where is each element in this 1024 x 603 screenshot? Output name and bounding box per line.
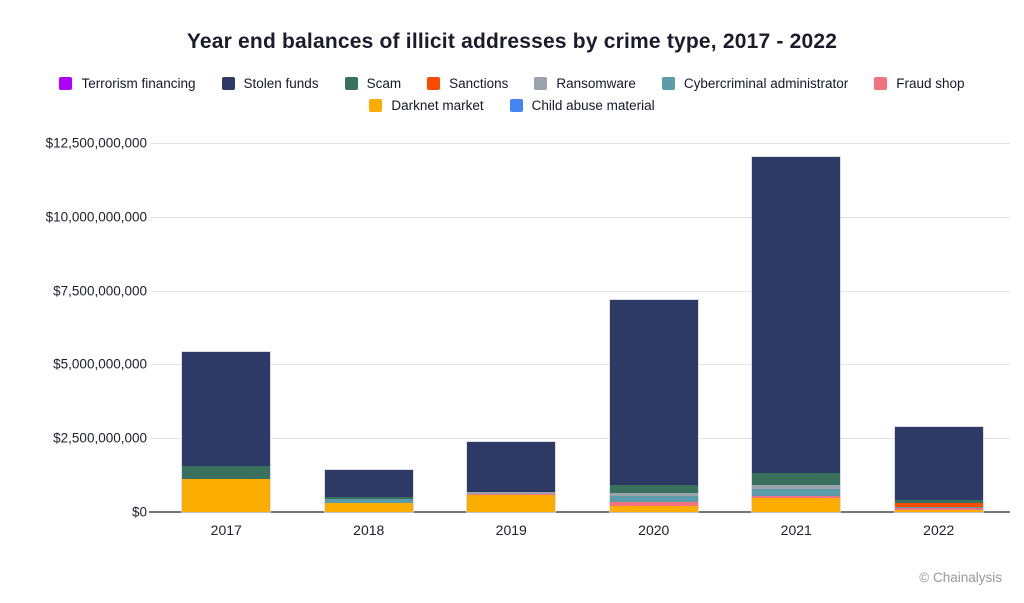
legend-swatch-icon [221, 77, 235, 90]
bar-segment [182, 352, 271, 466]
attribution-text: © Chainalysis [919, 570, 1002, 585]
bar-segment [324, 470, 413, 497]
bar-segment [894, 509, 983, 512]
bar-2017 [181, 351, 272, 513]
gridline [151, 290, 1010, 292]
bar-2019 [466, 441, 557, 513]
legend-label: Ransomware [556, 76, 636, 91]
legend-row: Darknet market Child abuse material [369, 98, 655, 113]
x-tick-label: 2022 [923, 522, 955, 538]
legend-item: Scam [344, 76, 402, 91]
bar-segment [467, 442, 556, 492]
chart-title: Year end balances of illicit addresses b… [186, 30, 838, 53]
y-tick-label: $7,500,000,000 [53, 283, 147, 299]
x-tick-label: 2019 [495, 522, 527, 538]
bar-segment [894, 507, 983, 509]
legend-swatch-icon [661, 77, 675, 90]
bar-segment [609, 505, 698, 512]
y-tick-label: $2,500,000,000 [53, 430, 147, 446]
bar-segment [752, 156, 841, 474]
legend-swatch-icon [369, 99, 383, 112]
gridline [151, 143, 1010, 144]
bar-segment [609, 485, 698, 494]
y-tick-label: $0 [131, 504, 147, 520]
legend-swatch-icon [874, 77, 888, 90]
legend-item: Stolen funds [221, 76, 319, 91]
legend-swatch-icon [427, 77, 441, 90]
y-axis: $0 $2,500,000,000 $5,000,000,000 $7,500,000… [0, 136, 147, 520]
legend: Terrorism financing Stolen funds Scam Sanct… [0, 76, 1024, 113]
bar-segment [609, 496, 698, 503]
y-tick-label: $5,000,000,000 [53, 356, 147, 372]
legend-item: Sanctions [427, 76, 508, 91]
bar-segment [182, 465, 271, 479]
legend-label: Stolen funds [243, 76, 319, 91]
bar-segment [752, 485, 841, 489]
legend-item: Fraud shop [874, 76, 965, 91]
bar-segment [752, 473, 841, 486]
bar-segment [467, 495, 556, 512]
legend-label: Terrorism financing [81, 76, 196, 91]
legend-label: Cybercriminal administrator [683, 76, 849, 91]
bar-2018 [323, 469, 414, 513]
bar-segment [182, 478, 271, 512]
bar-segment [752, 496, 841, 498]
legend-item: Cybercriminal administrator [661, 76, 849, 91]
x-tick-label: 2018 [353, 522, 385, 538]
bar-segment [324, 496, 413, 500]
bar-segment [324, 499, 413, 503]
legend-row: Terrorism financing Stolen funds Scam Sanct… [59, 76, 965, 91]
bar-segment [752, 488, 841, 497]
bar-segment [467, 491, 556, 495]
plot-area [149, 143, 1010, 514]
legend-item: Terrorism financing [59, 76, 196, 91]
x-tick-label: 2017 [210, 522, 242, 538]
bar-segment [609, 493, 698, 497]
bar-segment [609, 502, 698, 506]
legend-item: Darknet market [369, 98, 484, 113]
bar-segment [894, 508, 983, 510]
bar-segment [894, 502, 983, 507]
legend-item: Ransomware [534, 76, 636, 91]
bar-segment [752, 497, 841, 512]
legend-label: Darknet market [391, 98, 484, 113]
bar-2020 [608, 298, 699, 514]
gridline [151, 364, 1010, 366]
gridline [151, 216, 1010, 218]
y-tick-label: $10,000,000,000 [45, 209, 147, 225]
legend-swatch-icon [59, 77, 73, 90]
legend-item: Child abuse material [509, 98, 655, 113]
bar-2021 [751, 155, 842, 514]
legend-swatch-icon [509, 99, 523, 112]
legend-swatch-icon [534, 77, 548, 90]
x-tick-label: 2020 [638, 522, 670, 538]
bar-segment [467, 494, 556, 496]
legend-label: Sanctions [449, 76, 509, 91]
bar-segment [894, 499, 983, 503]
x-tick-label: 2021 [780, 522, 812, 538]
legend-swatch-icon [344, 77, 358, 90]
bar-segment [609, 299, 698, 486]
y-tick-label: $12,500,000,000 [45, 135, 147, 151]
legend-label: Fraud shop [896, 76, 965, 91]
legend-label: Child abuse material [531, 98, 655, 113]
bar-2022 [893, 426, 984, 513]
x-axis-line [149, 511, 1010, 513]
bar-segment [894, 427, 983, 500]
x-axis: 2017 2018 2019 2020 2021 2022 [155, 522, 1010, 546]
legend-label: Scam [366, 76, 402, 91]
bar-segment [324, 502, 413, 512]
gridline [151, 438, 1010, 440]
